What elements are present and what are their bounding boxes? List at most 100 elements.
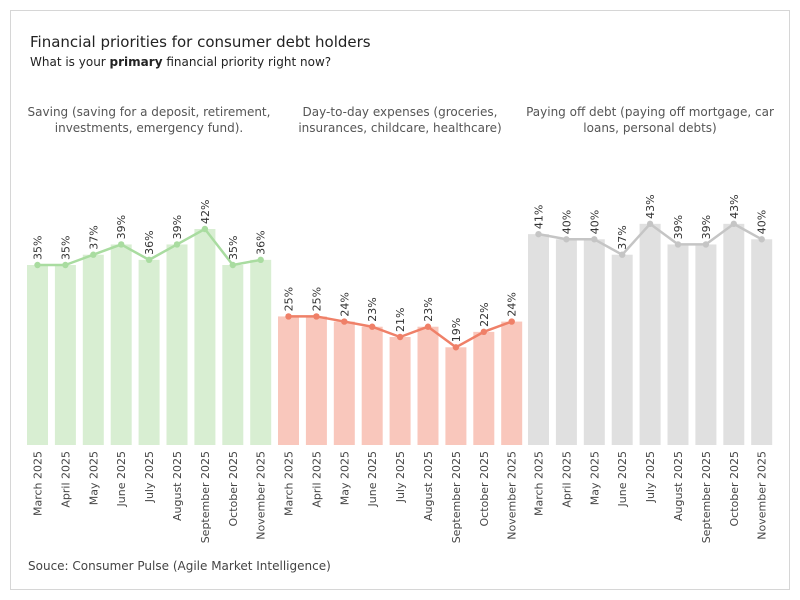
- bar-2-june-2025: [611, 254, 633, 445]
- data-label-1-3: 23%: [366, 297, 379, 321]
- data-label-2-0: 41%: [533, 205, 546, 229]
- point-2-5: [674, 241, 682, 248]
- data-label-2-3: 37%: [616, 225, 629, 249]
- x-tick-2-3: June 2025: [616, 451, 629, 507]
- data-label-2-1: 40%: [560, 210, 573, 234]
- x-tick-0-6: September 2025: [199, 451, 212, 543]
- point-0-5: [173, 241, 181, 248]
- group-label-debt: Paying off debt (paying off mortgage, ca…: [526, 105, 774, 135]
- data-label-2-8: 40%: [756, 210, 769, 234]
- group-label-saving: Saving (saving for a deposit, retirement…: [27, 105, 271, 135]
- bar-1-april-2025: [305, 316, 327, 445]
- x-tick-0-7: October 2025: [227, 451, 240, 527]
- bar-2-september-2025: [695, 244, 717, 445]
- bar-0-july-2025: [138, 259, 160, 445]
- bar-1-march-2025: [278, 316, 299, 445]
- subtitle-text-after: financial priority right now?: [162, 55, 332, 69]
- x-tick-1-5: August 2025: [422, 451, 435, 521]
- point-0-4: [145, 256, 153, 264]
- point-2-8: [758, 236, 765, 243]
- data-label-0-4: 36%: [143, 230, 156, 254]
- bar-0-april-2025: [54, 265, 76, 445]
- x-tick-2-0: March 2025: [533, 451, 546, 516]
- point-0-7: [229, 261, 236, 269]
- x-tick-0-3: June 2025: [115, 451, 128, 507]
- bar-1-november-2025: [501, 321, 523, 445]
- chart-title: Financial priorities for consumer debt h…: [30, 33, 371, 51]
- data-label-1-8: 24%: [506, 292, 519, 316]
- data-label-0-5: 39%: [171, 215, 184, 239]
- x-tick-1-3: June 2025: [366, 451, 379, 507]
- point-1-2: [341, 318, 348, 325]
- data-label-0-7: 35%: [227, 236, 240, 260]
- point-0-6: [201, 225, 209, 233]
- point-2-3: [619, 251, 626, 258]
- x-tick-0-2: May 2025: [87, 451, 100, 505]
- x-tick-1-1: April 2025: [310, 451, 323, 508]
- x-tick-2-5: August 2025: [672, 451, 685, 521]
- bar-1-october-2025: [473, 331, 495, 445]
- bar-0-september-2025: [194, 229, 216, 445]
- bar-1-august-2025: [417, 326, 439, 445]
- data-label-1-4: 21%: [394, 308, 407, 332]
- x-tick-2-7: October 2025: [728, 451, 741, 527]
- data-label-1-0: 25%: [283, 287, 296, 311]
- point-0-8: [257, 256, 264, 264]
- point-2-6: [702, 241, 710, 248]
- point-0-3: [118, 241, 125, 248]
- point-2-0: [535, 230, 542, 238]
- bar-0-august-2025: [166, 244, 188, 445]
- data-label-0-8: 36%: [255, 230, 268, 254]
- chart-frame: [10, 10, 790, 590]
- bar-2-may-2025: [583, 239, 605, 445]
- data-label-2-5: 39%: [672, 215, 685, 239]
- data-label-0-6: 42%: [199, 200, 212, 224]
- x-tick-2-1: April 2025: [560, 451, 573, 508]
- point-1-3: [369, 323, 376, 330]
- x-tick-0-0: March 2025: [32, 451, 45, 516]
- x-tick-1-8: November 2025: [506, 451, 519, 540]
- point-2-2: [591, 236, 598, 243]
- data-label-2-2: 40%: [588, 210, 601, 234]
- point-2-1: [563, 236, 570, 243]
- x-tick-1-6: September 2025: [450, 451, 463, 543]
- x-tick-2-4: July 2025: [644, 451, 657, 503]
- bar-1-may-2025: [333, 321, 355, 445]
- x-tick-1-7: October 2025: [478, 451, 491, 527]
- subtitle-text-before: What is your: [30, 55, 110, 69]
- bar-2-august-2025: [667, 244, 689, 445]
- x-tick-0-1: April 2025: [59, 451, 72, 508]
- data-label-0-0: 35%: [32, 236, 45, 260]
- point-1-4: [396, 333, 404, 341]
- data-label-0-3: 39%: [115, 215, 128, 239]
- x-tick-2-6: September 2025: [700, 451, 713, 543]
- group-label-expenses: Day-to-day expenses (groceries, insuranc…: [298, 105, 502, 135]
- series-group-0: 35% March 2025 35% April 2025 37% May 2025 39%…: [27, 200, 272, 543]
- bar-2-march-2025: [528, 234, 549, 445]
- data-label-1-2: 24%: [338, 292, 351, 316]
- point-2-7: [730, 220, 737, 228]
- bar-0-october-2025: [222, 265, 244, 445]
- bar-2-july-2025: [639, 223, 661, 445]
- data-label-1-5: 23%: [422, 297, 435, 321]
- point-1-1: [313, 313, 320, 320]
- point-0-0: [34, 261, 41, 269]
- x-tick-2-2: May 2025: [588, 451, 601, 505]
- point-1-0: [285, 313, 292, 320]
- point-1-8: [508, 318, 515, 325]
- subtitle-text-bold: primary: [109, 55, 163, 69]
- bar-1-june-2025: [361, 326, 383, 445]
- point-0-2: [90, 251, 97, 258]
- bar-2-april-2025: [555, 239, 577, 445]
- data-label-0-2: 37%: [87, 225, 100, 249]
- data-label-1-7: 22%: [478, 302, 491, 326]
- bar-2-november-2025: [751, 239, 773, 445]
- x-tick-0-4: July 2025: [143, 451, 156, 503]
- bar-0-march-2025: [27, 265, 48, 445]
- chart-subtitle: What is your primary financial priority …: [30, 55, 331, 69]
- point-1-6: [452, 344, 460, 351]
- point-1-7: [480, 328, 487, 336]
- bar-0-may-2025: [82, 254, 104, 445]
- data-label-2-7: 43%: [728, 194, 741, 218]
